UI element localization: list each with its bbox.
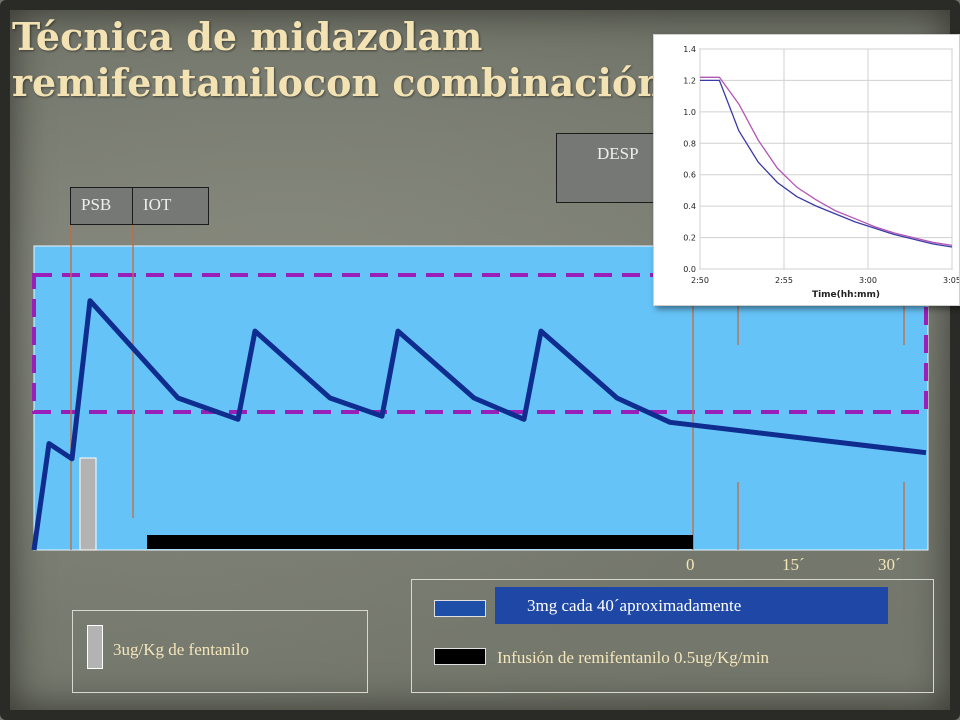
fentanyl-legend bbox=[72, 610, 368, 693]
inset-y-tick: 0.4 bbox=[683, 202, 696, 211]
title-line-2: remifentanilocon combinación bbox=[12, 60, 665, 105]
desp-label: DESP bbox=[597, 144, 639, 163]
midazolam-swatch bbox=[434, 600, 486, 617]
therapeutic-window-band bbox=[32, 273, 928, 414]
psb-label: PSB bbox=[81, 195, 112, 214]
midazolam-legend-label: 3mg cada 40´aproximadamente bbox=[527, 596, 742, 615]
time-tick-30: 30´ bbox=[878, 555, 901, 574]
fentanyl-swatch bbox=[87, 625, 103, 669]
drug-legend bbox=[411, 579, 934, 693]
inset-x-tick: 3:05 bbox=[943, 276, 959, 285]
inset-x-tick: 2:50 bbox=[691, 276, 709, 285]
inset-x-tick: 3:00 bbox=[859, 276, 877, 285]
inset-y-tick: 0.0 bbox=[683, 265, 696, 274]
fentanyl-bolus-bar bbox=[79, 457, 97, 551]
inset-x-tick: 2:55 bbox=[775, 276, 793, 285]
concentration-line bbox=[31, 298, 927, 551]
time-tick-15: 15´ bbox=[782, 555, 805, 574]
inset-plot-area bbox=[699, 48, 953, 270]
remifentanil-legend-label: Infusión de remifentanilo 0.5ug/Kg/min bbox=[497, 648, 769, 667]
inset-plot-svg: 0.0 0.2 0.4 0.6 0.8 1.0 1.2 1.4 2:50 2:55 3:00 3:05… bbox=[683, 45, 960, 300]
midazolam-legend-highlight bbox=[495, 587, 888, 624]
inset-y-tick: 1.4 bbox=[683, 45, 696, 54]
inset-y-tick: 1.0 bbox=[683, 108, 696, 117]
title-line-1: Técnica de midazolam bbox=[12, 14, 483, 59]
inset-y-tick: 0.6 bbox=[683, 171, 696, 180]
remifentanil-swatch bbox=[434, 648, 486, 665]
iot-box: IOT bbox=[132, 187, 209, 225]
inset-y-tick: 1.2 bbox=[683, 76, 696, 85]
iot-label: IOT bbox=[143, 195, 172, 214]
inset-series-1 bbox=[700, 76, 953, 247]
fentanyl-legend-label: 3ug/Kg de fentanilo bbox=[113, 640, 249, 659]
psb-box: PSB bbox=[70, 187, 133, 225]
remifentanil-infusion-bar bbox=[147, 535, 693, 549]
inset-y-tick: 0.2 bbox=[683, 234, 696, 243]
time-tick-0: 0 bbox=[686, 555, 695, 574]
inset-x-label: Time(hh:mm) bbox=[812, 290, 880, 300]
inset-series-2 bbox=[700, 79, 953, 248]
inset-concentration-plot: 0.0 0.2 0.4 0.6 0.8 1.0 1.2 1.4 2:50 2:55 3:00 3:05… bbox=[653, 34, 960, 306]
slide-title: Técnica de midazolam remifentanilocon co… bbox=[12, 14, 665, 106]
inset-y-tick: 0.8 bbox=[683, 139, 696, 148]
